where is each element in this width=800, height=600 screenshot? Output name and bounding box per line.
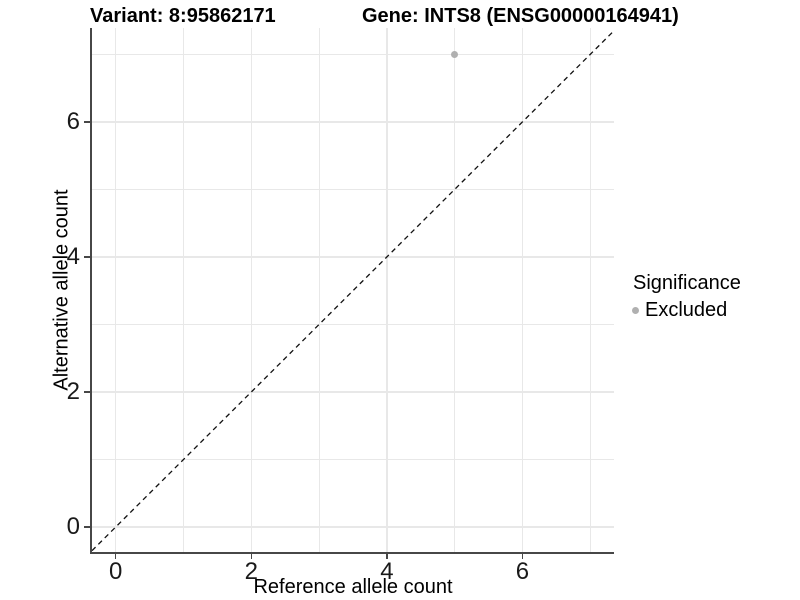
y-axis-tick [84,391,90,393]
legend-item: Excluded [632,299,741,322]
plot-title-gene: Gene: INTS8 (ENSG00000164941) [362,5,679,27]
y-tick-label: 2 [66,377,80,405]
y-tick-label: 4 [66,242,80,270]
y-tick-label: 6 [66,107,80,135]
gridline-horizontal [92,256,614,258]
legend-items: Excluded [630,299,741,322]
y-axis-title: Alternative allele count [50,189,73,391]
legend-title: Significance [633,272,741,294]
x-axis-tick [386,554,388,559]
plot-panel [90,28,614,554]
x-axis-title: Reference allele count [253,576,453,598]
legend-item-label: Excluded [645,299,728,321]
x-axis-tick [250,554,253,559]
identity-dashed-line [92,30,614,552]
data-point [451,50,459,58]
x-axis-tick [521,554,524,559]
gridline-horizontal [92,323,614,325]
gridline-vertical [589,28,591,552]
y-tick-label: 0 [66,513,80,540]
gridline-vertical [183,28,185,552]
gridline-vertical [521,28,524,552]
y-axis-tick [84,526,90,528]
y-axis-tick [84,121,90,123]
gridline-vertical [386,28,388,552]
x-axis-tick [114,554,117,559]
gridline-horizontal [92,188,614,190]
gridline-vertical [318,28,320,552]
x-tick-label: 4 [380,558,394,585]
gridline-vertical [250,28,253,552]
x-tick-label: 6 [515,558,530,585]
x-tick-label: 2 [244,558,258,585]
gridline-vertical [114,28,117,552]
gridline-horizontal [92,121,614,123]
legend: Significance Excluded [630,272,741,322]
gridline-horizontal [92,53,614,55]
legend-marker-dot [632,307,639,314]
y-axis-tick [84,256,90,258]
plot-title-variant: Variant: 8:95862171 [90,5,276,27]
gridline-horizontal [92,526,614,528]
gridline-horizontal [92,391,614,393]
gridline-vertical [454,28,456,552]
x-tick-label: 0 [109,558,123,585]
gridline-horizontal [92,458,614,460]
